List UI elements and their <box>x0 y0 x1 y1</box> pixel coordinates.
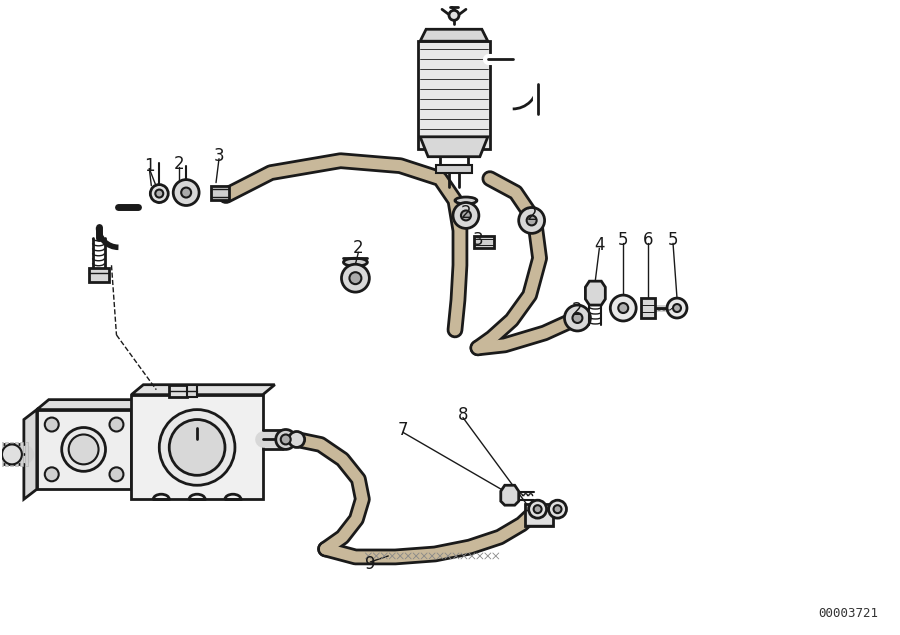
Circle shape <box>549 500 566 518</box>
Circle shape <box>518 208 544 234</box>
Text: 2: 2 <box>526 206 537 224</box>
Polygon shape <box>37 399 143 410</box>
Text: 7: 7 <box>398 420 409 439</box>
Ellipse shape <box>344 258 367 266</box>
Circle shape <box>173 180 199 206</box>
Polygon shape <box>420 137 488 157</box>
Polygon shape <box>131 385 274 395</box>
Circle shape <box>289 432 304 448</box>
Circle shape <box>618 303 628 313</box>
Circle shape <box>2 444 22 464</box>
Circle shape <box>341 264 369 292</box>
Circle shape <box>62 427 105 471</box>
Ellipse shape <box>455 197 477 204</box>
Circle shape <box>110 467 123 481</box>
Text: 2: 2 <box>461 204 472 222</box>
Circle shape <box>528 500 546 518</box>
Circle shape <box>534 505 542 513</box>
Text: 2: 2 <box>353 239 364 257</box>
Bar <box>0 443 3 466</box>
Circle shape <box>181 187 191 197</box>
Circle shape <box>673 304 681 312</box>
Polygon shape <box>585 281 606 305</box>
Text: 9: 9 <box>365 555 375 573</box>
Circle shape <box>45 467 58 481</box>
Bar <box>10 443 13 466</box>
Circle shape <box>453 203 479 229</box>
Bar <box>5 443 8 466</box>
Text: 5: 5 <box>618 231 628 250</box>
Text: 2: 2 <box>174 155 184 173</box>
Circle shape <box>526 215 536 225</box>
Text: 1: 1 <box>144 157 155 175</box>
Circle shape <box>281 434 291 444</box>
Circle shape <box>667 298 687 318</box>
Polygon shape <box>500 485 518 505</box>
Circle shape <box>275 429 296 450</box>
Polygon shape <box>420 29 488 41</box>
Circle shape <box>68 434 98 464</box>
Circle shape <box>564 305 590 331</box>
Circle shape <box>169 420 225 476</box>
Bar <box>25 443 28 466</box>
Bar <box>169 385 187 397</box>
Circle shape <box>554 505 562 513</box>
Text: 3: 3 <box>472 231 483 250</box>
Circle shape <box>349 272 362 284</box>
Text: 5: 5 <box>668 231 679 250</box>
Bar <box>15 443 18 466</box>
Circle shape <box>449 10 459 20</box>
Bar <box>436 164 472 173</box>
Circle shape <box>572 313 582 323</box>
Text: 8: 8 <box>458 406 468 424</box>
Text: 6: 6 <box>643 231 653 250</box>
Bar <box>88 268 109 282</box>
Bar <box>187 385 197 397</box>
Bar <box>418 41 490 149</box>
Text: 4: 4 <box>594 236 605 254</box>
Bar <box>474 236 494 248</box>
Circle shape <box>45 418 58 432</box>
Circle shape <box>159 410 235 485</box>
Text: 00003721: 00003721 <box>818 607 878 620</box>
Bar <box>641 298 655 318</box>
Text: 2: 2 <box>572 301 583 319</box>
Text: 3: 3 <box>213 147 224 164</box>
Circle shape <box>156 190 163 197</box>
Polygon shape <box>131 395 263 499</box>
Circle shape <box>461 210 471 220</box>
Bar <box>211 185 229 199</box>
Circle shape <box>110 418 123 432</box>
Bar <box>20 443 22 466</box>
Circle shape <box>150 185 168 203</box>
Polygon shape <box>24 410 37 499</box>
Bar <box>525 504 553 526</box>
Polygon shape <box>37 410 131 489</box>
Circle shape <box>610 295 636 321</box>
